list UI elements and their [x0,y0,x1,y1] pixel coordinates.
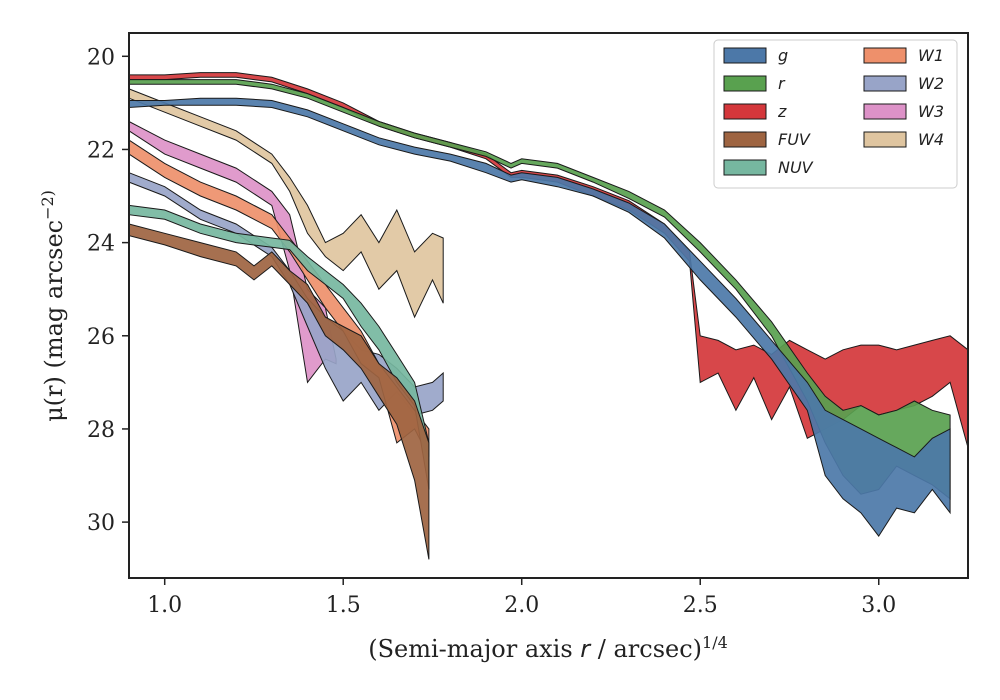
legend-label-w2: W2 [918,74,944,93]
x-tick-label: 1.5 [326,593,361,618]
y-axis-label: μ(r) (mag arcsec−2) [38,190,69,422]
x-tick-label: 2.5 [683,593,718,618]
band-w1 [128,139,430,458]
legend-label-nuv: NUV [778,158,814,177]
legend-swatch-nuv [723,159,767,176]
legend-swatch-r [723,75,767,92]
x-axis-label: (Semi-major axis r / arcsec)1/4 [368,633,728,664]
legend-label-g: g [778,46,788,65]
y-tick-label: 30 [87,511,115,536]
x-tick-label: 3.0 [861,593,896,618]
x-tick-label: 1.0 [147,593,182,618]
x-axis-ticks: 1.0 1.5 2.0 2.5 3.0 [147,578,896,618]
y-tick-label: 20 [87,45,115,70]
profile-bands [128,72,969,560]
y-tick-label: 22 [87,138,115,163]
legend-label-w3: W3 [918,102,944,121]
y-tick-label: 26 [87,325,115,350]
x-tick-label: 2.0 [504,593,539,618]
legend-swatch-fuv [723,131,767,148]
legend-swatch-z [723,103,767,120]
legend-label-w4: W4 [918,130,944,149]
legend: grz FUV NUV W1 W2 W3 W4 [713,39,958,189]
legend-swatch-g [723,47,767,64]
plot-frame [128,32,969,579]
legend-label-w1: W1 [918,46,944,65]
legend-label-z: z [777,102,787,121]
legend-swatch-w1 [863,47,907,64]
y-tick-label: 28 [87,418,115,443]
legend-swatch-w4 [863,131,907,148]
legend-swatch-w3 [863,103,907,120]
y-axis-ticks: 20 22 24 26 28 30 [87,45,129,536]
band-fuv [128,223,430,560]
band-g [128,97,951,537]
legend-label-r: r [778,74,786,93]
legend-label-fuv: FUV [778,130,811,149]
y-tick-label: 24 [87,232,115,257]
legend-swatch-w2 [863,75,907,92]
band-w4 [128,88,444,319]
